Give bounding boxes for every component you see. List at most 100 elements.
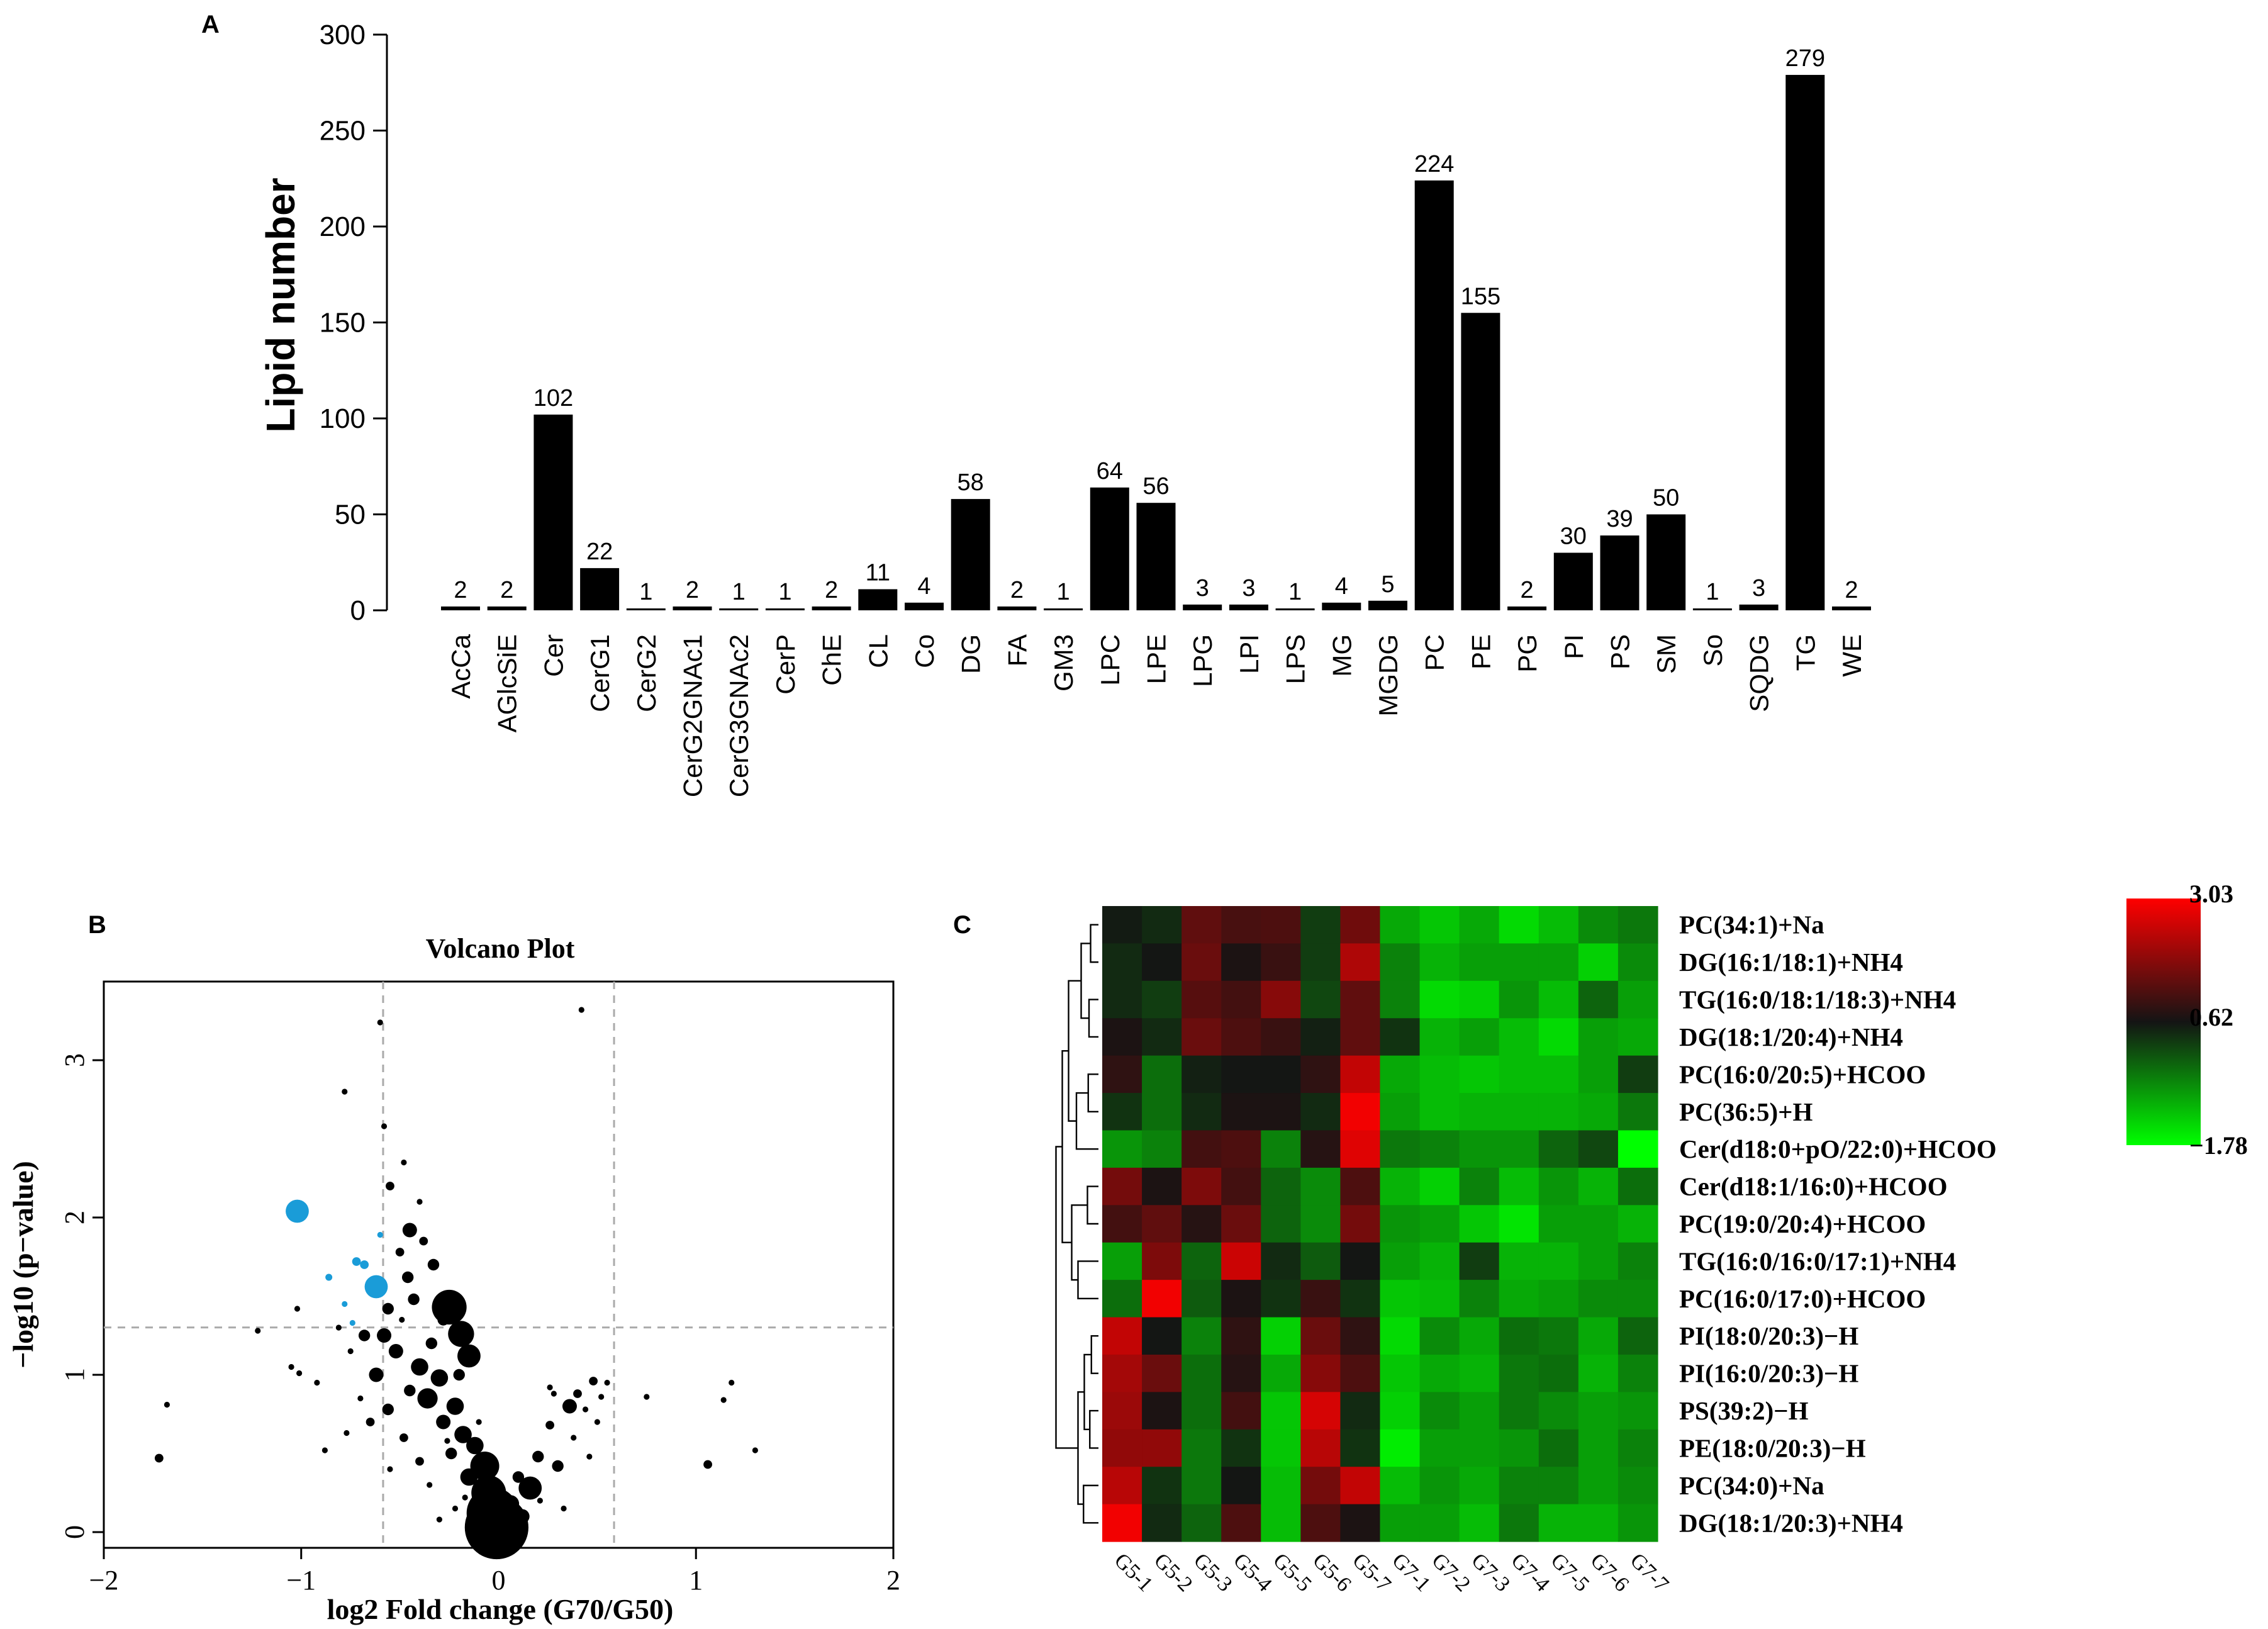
heatmap-cell <box>1578 1242 1619 1280</box>
bar-CerG1 <box>580 568 620 610</box>
category-label: CerG2GNAc1 <box>678 634 708 797</box>
dendrogram-branch <box>1083 1484 1098 1524</box>
bar-value-label: 58 <box>958 469 984 496</box>
point <box>545 1421 554 1430</box>
point <box>445 1447 457 1460</box>
heatmap-cell <box>1499 1205 1539 1243</box>
heatmap-dendrogram <box>1055 924 1098 1524</box>
point <box>401 1271 414 1284</box>
heatmap-cell <box>1221 906 1261 944</box>
heatmap-cell <box>1419 1242 1460 1280</box>
heatmap-cell <box>1181 1055 1222 1094</box>
heatmap-column-labels: G5-1G5-2G5-3G5-4G5-5G5-6G5-7G7-1G7-2G7-3… <box>1110 1548 1673 1596</box>
point <box>427 1482 433 1488</box>
heatmap-cell <box>1221 1055 1261 1094</box>
heatmap-cell <box>1538 1467 1579 1505</box>
heatmap-cell <box>1419 1429 1460 1467</box>
category-label: TG <box>1790 634 1820 671</box>
heatmap-cell <box>1380 1130 1421 1168</box>
heatmap-column-label: G7-6 <box>1586 1548 1634 1596</box>
heatmap-cell <box>1340 1130 1381 1168</box>
bar-value-label: 1 <box>1706 579 1719 605</box>
significant-point <box>364 1275 388 1299</box>
heatmap-column-label: G5-6 <box>1308 1548 1356 1596</box>
heatmap-cell <box>1261 1167 1301 1206</box>
dendrogram-branch <box>1087 1073 1098 1112</box>
heatmap-cell <box>1102 1392 1142 1430</box>
heatmap-cell <box>1538 1317 1579 1355</box>
heatmap-cell <box>1181 943 1222 982</box>
heatmap-cell <box>1142 1055 1182 1094</box>
category-label: ChE <box>817 634 847 686</box>
heatmap-cell <box>1102 1317 1142 1355</box>
heatmap-cell <box>1221 1280 1261 1318</box>
point <box>288 1363 294 1370</box>
category-label: WE <box>1837 634 1867 677</box>
heatmap-cell <box>1221 1093 1261 1131</box>
x-tick-label: −2 <box>89 1565 119 1596</box>
heatmap-cell <box>1459 1167 1500 1206</box>
point <box>411 1358 428 1376</box>
heatmap-cell <box>1221 1167 1261 1206</box>
heatmap-cell <box>1221 1392 1261 1430</box>
bar-MG <box>1322 602 1361 610</box>
heatmap-cell <box>1578 943 1619 982</box>
heatmap-cell <box>1578 1504 1619 1542</box>
panel-label-c: C <box>953 911 971 939</box>
point <box>408 1293 420 1306</box>
heatmap-cell <box>1300 1392 1341 1430</box>
heatmap-cell <box>1340 1055 1381 1094</box>
bar-CerP <box>765 608 805 610</box>
point <box>586 1453 593 1460</box>
heatmap-cell <box>1142 1504 1182 1542</box>
color-scale-mid-label: 0.62 <box>2189 1003 2233 1031</box>
heatmap-cell <box>1261 1018 1301 1056</box>
significant-point <box>352 1257 361 1266</box>
heatmap-cell <box>1538 1205 1579 1243</box>
y-tick-label: 300 <box>320 20 366 50</box>
heatmap-cell <box>1419 1504 1460 1542</box>
bar-value-label: 56 <box>1142 473 1169 500</box>
color-scale-min-label: −1.78 <box>2189 1131 2248 1160</box>
category-label: PS <box>1606 634 1635 669</box>
point <box>571 1435 577 1441</box>
heatmap-cell <box>1340 906 1381 944</box>
heatmap-cell <box>1300 906 1341 944</box>
significant-point <box>377 1231 383 1238</box>
x-tick-label: −1 <box>286 1565 316 1596</box>
heatmap-cell <box>1459 1093 1500 1131</box>
heatmap-cell <box>1380 1504 1421 1542</box>
volcano-ylabel: −log10 (p−value) <box>7 1161 39 1369</box>
heatmap-column-label: G5-5 <box>1268 1548 1316 1596</box>
bar-CL <box>858 589 898 610</box>
point <box>552 1460 564 1472</box>
heatmap-cell <box>1499 943 1539 982</box>
heatmap-cell <box>1102 1242 1142 1280</box>
bar-value-label: 1 <box>639 579 652 605</box>
heatmap-cell <box>1380 1280 1421 1318</box>
bar-CerG2 <box>626 608 666 610</box>
heatmap-cell <box>1181 1242 1222 1280</box>
heatmap-cell <box>1300 1504 1341 1542</box>
heatmap-cell <box>1459 1317 1500 1355</box>
heatmap-cell <box>1578 1130 1619 1168</box>
heatmap-cell <box>1538 1429 1579 1467</box>
x-tick-label: 2 <box>886 1565 900 1596</box>
category-label: LPG <box>1188 634 1217 687</box>
heatmap-row-label: PE(18:0/20:3)−H <box>1679 1433 1866 1462</box>
bar-value-label: 279 <box>1785 45 1825 72</box>
bar-TG <box>1785 75 1825 611</box>
bar-value-label: 64 <box>1097 458 1123 484</box>
panel-b: B Volcano Plot −2 −1 0 1 2 0 1 2 3 log2 Fold cha… <box>7 911 900 1625</box>
category-label: AcCa <box>446 634 476 698</box>
category-label: LPS <box>1281 634 1310 684</box>
heatmap-cell <box>1380 943 1421 982</box>
point <box>369 1367 384 1382</box>
point <box>532 1450 544 1463</box>
category-label: MGDG <box>1373 634 1403 717</box>
heatmap-cell <box>1181 1467 1222 1505</box>
heatmap-cell <box>1459 906 1500 944</box>
x-tick-label: 0 <box>492 1565 506 1596</box>
heatmap-row-label: PC(34:0)+Na <box>1679 1471 1824 1500</box>
